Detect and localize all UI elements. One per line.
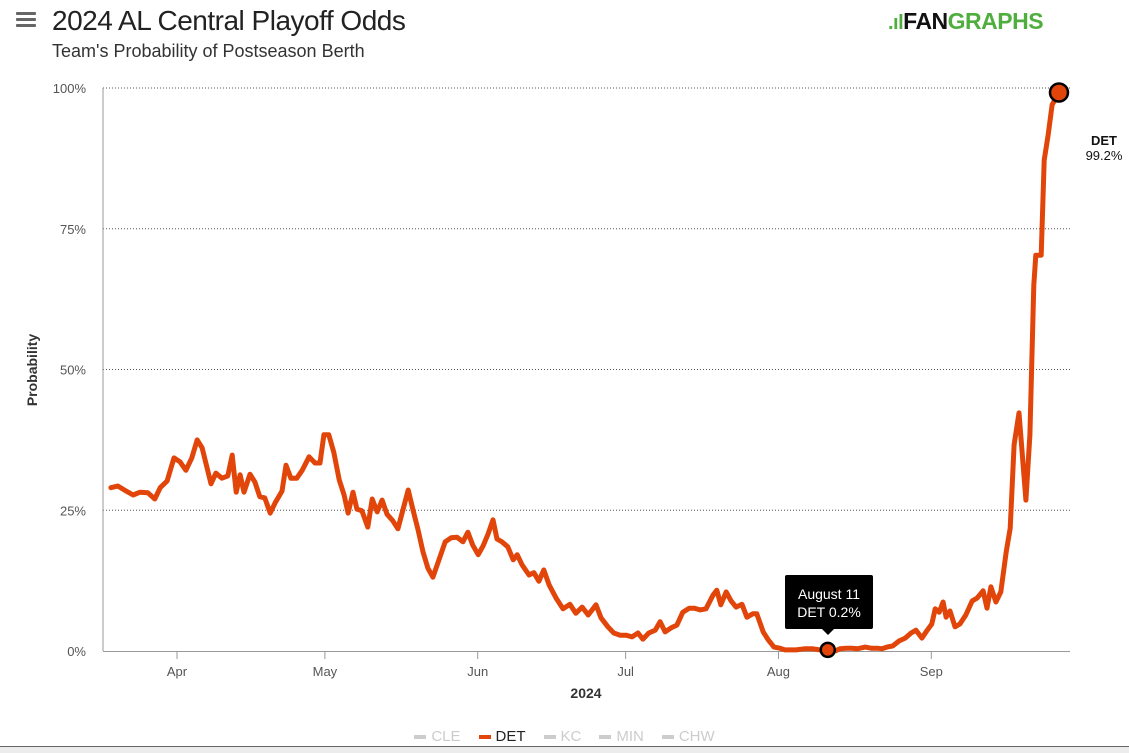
legend-swatch (478, 735, 491, 740)
legend-label: KC (560, 728, 582, 745)
legend: CLE DET KC MIN CHW (0, 728, 1129, 745)
menu-icon[interactable] (16, 12, 36, 30)
y-axis-label: Probability (24, 334, 40, 407)
x-tick-label: Aug (767, 664, 790, 679)
legend-item-min[interactable]: MIN (599, 728, 644, 745)
x-tick-label: Apr (167, 664, 188, 679)
x-axis-label: 2024 (570, 685, 601, 701)
series-line-det[interactable] (108, 90, 1062, 654)
y-tick-label: 50% (60, 363, 86, 378)
legend-swatch (661, 735, 674, 740)
tooltip: August 11 DET 0.2% (785, 575, 873, 635)
y-tick-label: 25% (60, 503, 86, 518)
end-label-team: DET (1091, 133, 1117, 148)
x-tick-label: Jul (617, 664, 634, 679)
fangraphs-logo[interactable]: .ılFANGRAPHS (888, 8, 1044, 34)
chart-title: 2024 AL Central Playoff Odds (52, 5, 406, 36)
x-tick-label: Sep (920, 664, 943, 679)
legend-swatch (599, 735, 612, 740)
logo-mark-icon: .ıl (888, 12, 904, 34)
highlight-point[interactable] (1048, 82, 1070, 103)
legend-label: DET (495, 728, 526, 745)
highlight-point[interactable] (819, 641, 837, 659)
legend-swatch (543, 735, 556, 740)
y-tick-label: 0% (67, 644, 86, 659)
legend-item-chw[interactable]: CHW (661, 728, 715, 745)
legend-label: CHW (678, 728, 715, 745)
x-tick-label: May (313, 664, 338, 679)
bottom-scrollbar (0, 746, 1129, 753)
legend-item-kc[interactable]: KC (543, 728, 582, 745)
tooltip-date: August 11 (797, 586, 860, 602)
y-tick-label: 75% (60, 222, 86, 237)
end-label-value: 99.2% (1085, 148, 1123, 163)
tooltip-value: DET 0.2% (797, 604, 861, 620)
x-tick-label: Jun (467, 664, 488, 679)
end-label: DET 99.2% (1080, 133, 1128, 163)
legend-item-cle[interactable]: CLE (414, 728, 461, 745)
y-tick-label: 100% (53, 81, 87, 96)
legend-swatch (414, 735, 427, 740)
legend-label: CLE (431, 728, 461, 745)
legend-item-det[interactable]: DET (478, 728, 526, 745)
chart-subtitle: Team's Probability of Postseason Berth (52, 41, 365, 61)
legend-label: MIN (616, 728, 644, 745)
